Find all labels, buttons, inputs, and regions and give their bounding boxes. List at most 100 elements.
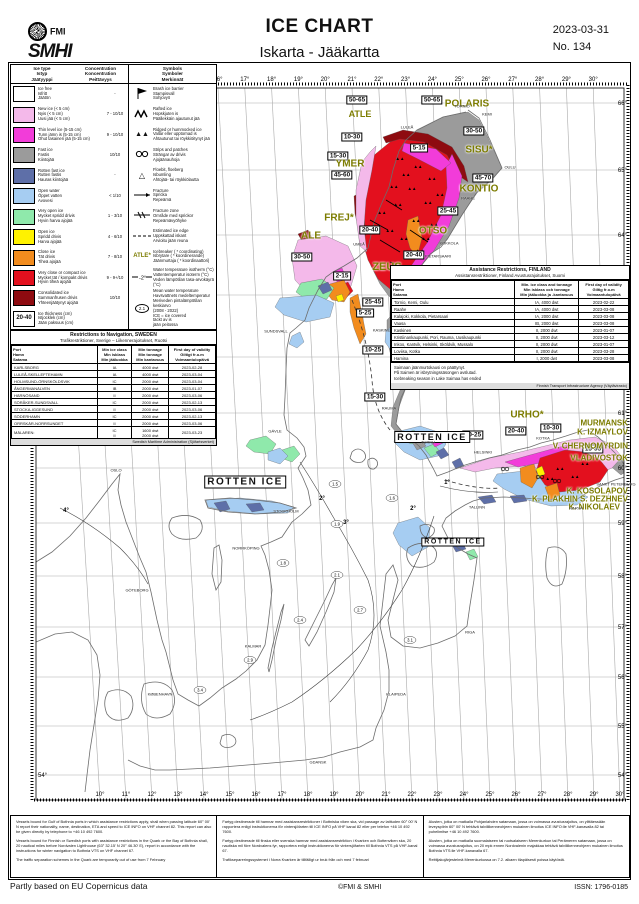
table-cell: 2000 dwt (131, 412, 170, 420)
tri1-icon: △ (138, 170, 146, 180)
svg-text:▲▲: ▲▲ (394, 202, 403, 207)
legend-row: Open ice Spridd drivis Harva ajojää 4 - 6… (11, 227, 128, 247)
table-cell: IC (96, 377, 133, 385)
svg-text:▲▲: ▲▲ (428, 176, 437, 181)
table-cell: IC (96, 412, 133, 420)
svg-text:14°: 14° (199, 792, 209, 798)
svg-text:10°: 10° (95, 792, 105, 798)
svg-text:▲▲: ▲▲ (556, 466, 565, 471)
svg-text:64°: 64° (618, 233, 628, 239)
flag-icon (131, 87, 153, 101)
sweden-restrictions-table: Restrictions to Navigation, SWEDEN Trafi… (10, 330, 217, 446)
table-cell: I, 2000 dwt (514, 354, 580, 362)
legend-label: New ice (< 5 cm) Nyis (< 5 cm) Uusi jää … (38, 106, 70, 121)
table-row: Tornio, Kemi, Oulu IA, 4000 dwt 2023-02-22 (390, 298, 629, 306)
legend-col-icetype: Ice type Istyp Jäätyyppi (31, 66, 53, 82)
color-swatch (13, 126, 35, 143)
table-cell: SÖDERHAMN (11, 412, 98, 420)
table-cell: IA, 4000 dwt (514, 298, 580, 306)
svg-text:29°: 29° (589, 792, 599, 798)
table-cell: HÄRNÖSAND (11, 391, 98, 399)
color-swatch (13, 106, 35, 123)
table-cell: 2000 dwt (131, 377, 170, 385)
table-cell: 2000 dwt (131, 398, 170, 406)
svg-text:54°: 54° (38, 773, 48, 779)
legend-label: Rotten fast ice Rutten fastis Hauras kii… (38, 167, 69, 183)
meantemp-icon: 2.1 (131, 304, 153, 314)
table-cell: 2023-03-28 (578, 347, 629, 355)
legend-symbol-row: ATLE* Icebreaker ( * coordinating) Isbryt… (129, 247, 216, 267)
legend-row: Consolidated ice Sammanfrusen drivis Yht… (11, 288, 128, 308)
svg-text:55°: 55° (618, 724, 628, 730)
svg-text:13°: 13° (173, 792, 183, 798)
svg-text:28°: 28° (535, 77, 545, 83)
svg-text:3.4: 3.4 (197, 688, 203, 693)
svg-text:20°: 20° (321, 77, 331, 83)
svg-text:2.4: 2.4 (297, 618, 303, 623)
svg-text:▲▲: ▲▲ (378, 210, 387, 215)
legend-label: Thin level ice (5-15 cm) Tunn jämn is (5… (38, 126, 90, 142)
symbol-label: Mean water temperature Havsvattnets mede… (153, 288, 211, 328)
svg-text:2.7: 2.7 (357, 608, 363, 613)
zigzag-icon (131, 109, 153, 120)
table-cell: Tornio, Kemi, Oulu (390, 298, 516, 306)
svg-text:▲▲: ▲▲ (571, 474, 580, 479)
sw-col-tonnage: Min tonnage Min tonnage Min kantavuus (131, 345, 170, 364)
table-cell: 2023-01-07 (168, 384, 216, 392)
table-cell: II (96, 405, 133, 413)
chart-date: 2023-03-31 (552, 24, 609, 36)
issn: ISSN: 1796-0185 (574, 884, 628, 891)
table-row: SÖDERHAMN IC 2000 dwt 2023-02-13 (11, 412, 216, 420)
table-cell: II, 2000 dwt (514, 333, 580, 341)
legend-col-concentration: Concentration Koncentration Peittävyys (84, 66, 117, 82)
ib-icon: ATLE* (133, 253, 151, 260)
table-cell: 2023-02-28 (168, 363, 216, 371)
table-cell: 2023-03-06 (168, 419, 216, 427)
svg-text:30°: 30° (615, 792, 625, 798)
svg-text:16°: 16° (251, 792, 261, 798)
table-cell: SÖRÅKER-SUNDSVALL (11, 398, 98, 406)
table-cell: LULEÅ-SKELLEFTEHAMN (11, 370, 98, 378)
legend-label: Consolidated ice Sammanfrusen drivis Yht… (38, 290, 79, 305)
legend-symbol-row: -2° Water temperature isotherm (°C) Vatte… (129, 267, 216, 288)
svg-text:57°: 57° (618, 625, 628, 631)
color-swatch (13, 188, 35, 205)
svg-text:20°: 20° (355, 792, 365, 798)
legend-label: Very close or compact ice Mycket tät / k… (38, 269, 88, 285)
svg-text:23°: 23° (433, 792, 443, 798)
legend-symbol-row: 2.1 Mean water temperature Havsvattnets m… (129, 288, 216, 329)
legend-label: Open ice Spridd drivis Harva ajojää (38, 228, 62, 244)
legend-symbol-row: △ Floebit, floeberg Isbumling Ahtojää- ta… (129, 165, 216, 185)
smhi-logo-text: SMHI (28, 41, 72, 62)
svg-text:27°: 27° (537, 792, 547, 798)
table-row: Inkoo, Kantvik, Helsinki, Sköldvik, Muss… (390, 340, 629, 348)
symbol-label: Strips and patches Strängar av drivis Aj… (153, 146, 188, 162)
table-cell: IA (96, 363, 133, 371)
legend-symbol-row: ▲▲ Ridged or hummocked ice Vallar eller u… (129, 125, 216, 145)
note-paragraph: Vessels bound for Finnish or Swedish por… (16, 838, 208, 854)
symbol-label: Water temperature isotherm (°C) Vattente… (153, 267, 214, 287)
page-subtitle: Iskarta - Jääkartta (259, 44, 380, 61)
table-cell: 2023-03-08 (578, 305, 629, 313)
svg-text:23°: 23° (401, 77, 411, 83)
svg-text:26°: 26° (511, 792, 521, 798)
symbol-label: Fracture zone Område med sprickor Repeäm… (153, 207, 194, 223)
table-cell: 2000 dwt (131, 384, 170, 392)
legend-concentration: 7 - 8/10 (107, 254, 123, 260)
note-paragraph: Vessels bound for Gulf of Bothnia ports … (16, 819, 212, 835)
ice-symbols: ▲▲▲▲▲▲▲▲▲▲▲▲▲▲▲▲▲▲▲▲▲▲▲▲▲▲▲▲▲▲▲▲▲▲▲▲▲▲▲▲ (369, 156, 589, 484)
svg-text:▲▲: ▲▲ (386, 228, 395, 233)
finland-table-footer: Finnish Transport Infrastructure Agency … (391, 383, 629, 390)
table-cell: ÅNGERMANÄLVEN (11, 384, 98, 392)
table-row: STOCKA-IGGESUND II 2000 dwt 2023-03-06 (11, 405, 216, 413)
legend-label: Fast ice Fastis Kiintojää (38, 147, 55, 162)
svg-text:▲▲: ▲▲ (390, 184, 399, 189)
symbol-label: Floebit, floeberg Isbumling Ahtojää- tai… (153, 167, 199, 182)
svg-text:▲▲: ▲▲ (546, 476, 555, 481)
frac-icon (131, 192, 153, 200)
table-cell: IA, 4000 dwt (514, 305, 580, 313)
isotherm-icon: -2° (131, 273, 153, 283)
svg-text:29°: 29° (562, 77, 572, 83)
svg-text:61°: 61° (618, 411, 628, 417)
fmi-logo-text: FMI (50, 26, 66, 37)
